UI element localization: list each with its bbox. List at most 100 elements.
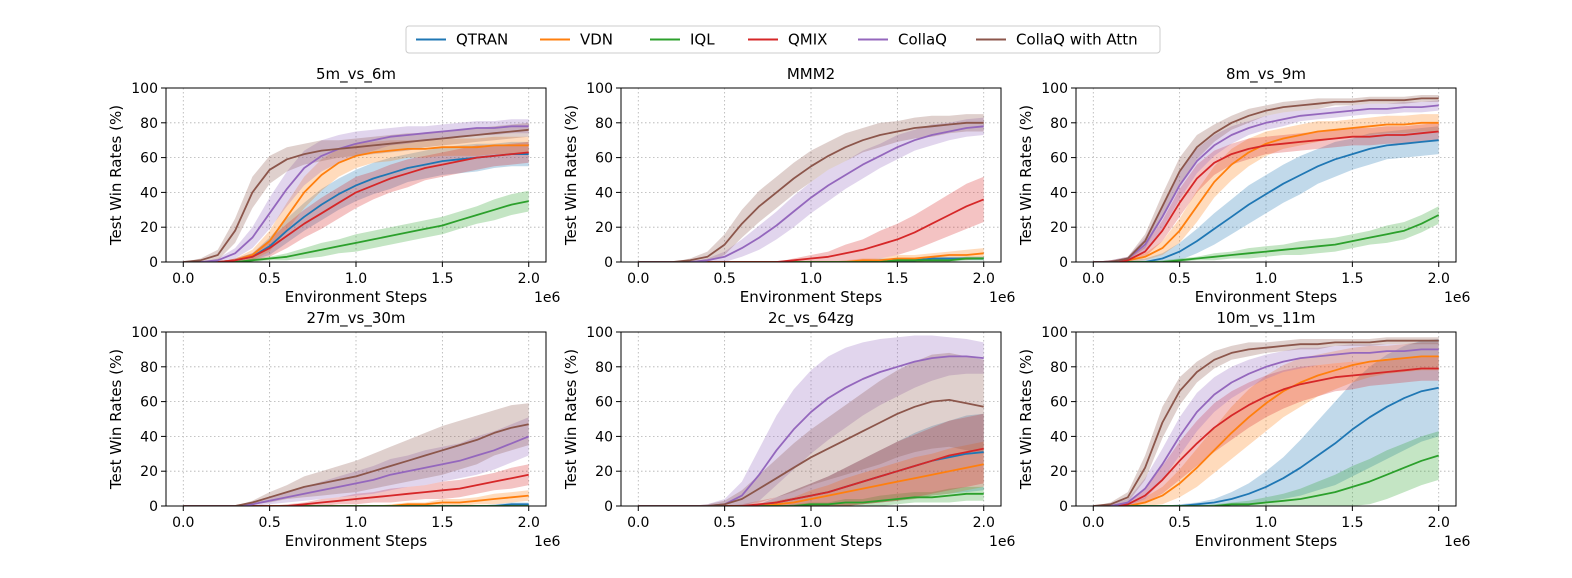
x-tick-label: 1.0 (1255, 515, 1277, 531)
series-band (638, 486, 984, 506)
y-tick-label: 0 (1059, 499, 1068, 515)
plot-area (183, 119, 529, 262)
legend-item: IQL (650, 31, 715, 49)
y-tick-label: 40 (1050, 185, 1068, 201)
panel-title: 8m_vs_9m (1226, 65, 1306, 84)
x-tick-label: 1.5 (886, 271, 908, 287)
x-tick-label: 0.5 (259, 271, 281, 287)
y-tick-label: 20 (140, 220, 158, 236)
subplot: 0.0 0.5 1.0 1.5 2.0 0 20 40 60 80 100 2c_vs_64zg Env… (562, 309, 1016, 550)
series-line (638, 398, 984, 506)
y-tick-label: 60 (595, 151, 613, 167)
panel-title: 27m_vs_30m (306, 309, 405, 328)
series-line (1093, 214, 1440, 262)
series-band (638, 114, 984, 262)
plot-area (638, 114, 985, 262)
series-band (1093, 342, 1439, 506)
y-tick-label: 100 (131, 325, 158, 341)
series-line (183, 151, 529, 262)
series-line (638, 121, 984, 262)
series-line (183, 200, 529, 262)
series-band (638, 176, 984, 262)
series-line (638, 492, 984, 506)
y-tick-label: 40 (595, 429, 613, 445)
series-band (183, 464, 529, 506)
y-tick-label: 20 (595, 220, 613, 236)
x-tick-label: 1.5 (1341, 271, 1363, 287)
x-tick-label: 0.5 (1169, 515, 1191, 531)
x-tick-label: 2.0 (973, 515, 995, 531)
series-band (1093, 114, 1439, 262)
y-axis-label: Test Win Rates (%) (1017, 349, 1035, 490)
series-line (1093, 386, 1439, 506)
series-line (638, 125, 984, 262)
legend-item: CollaQ (858, 31, 947, 49)
y-tick-label: 40 (140, 185, 158, 201)
series-band (1093, 122, 1439, 262)
series-band (638, 413, 984, 506)
x-offset-label: 1e6 (534, 534, 561, 550)
x-tick-label: 0.0 (172, 515, 194, 531)
legend-label: IQL (690, 31, 715, 49)
y-tick-label: 60 (140, 151, 158, 167)
subplot: 0.0 0.5 1.0 1.5 2.0 0 20 40 60 80 100 MMM2 Environme… (562, 65, 1016, 306)
legend-label: CollaQ with Attn (1016, 31, 1138, 49)
series-band (1093, 342, 1439, 506)
legend-item: CollaQ with Attn (976, 31, 1138, 49)
series-band (638, 352, 984, 506)
x-axis-label: Environment Steps (1195, 532, 1338, 550)
subplot: 0.0 0.5 1.0 1.5 2.0 0 20 40 60 80 100 10m_vs_11m Env… (1017, 309, 1471, 550)
y-tick-label: 80 (140, 360, 158, 376)
y-tick-label: 60 (1050, 151, 1068, 167)
series-band (1093, 206, 1439, 262)
series-line (638, 257, 984, 262)
series-line (638, 257, 984, 262)
series-line (1093, 139, 1439, 262)
y-tick-label: 80 (140, 116, 158, 132)
x-tick-label: 1.5 (886, 515, 908, 531)
series-line (183, 494, 529, 506)
y-tick-label: 0 (149, 499, 158, 515)
series-band (638, 117, 984, 262)
x-offset-label: 1e6 (1444, 290, 1471, 306)
y-tick-label: 60 (1050, 395, 1068, 411)
series-line (183, 473, 529, 506)
y-tick-label: 60 (140, 395, 158, 411)
series-line (183, 128, 529, 262)
y-tick-label: 100 (586, 81, 613, 97)
x-tick-label: 1.5 (431, 271, 453, 287)
series-line (1093, 454, 1439, 506)
legend-label: QTRAN (456, 31, 508, 49)
y-tick-label: 20 (1050, 220, 1068, 236)
y-tick-label: 100 (131, 81, 158, 97)
series-line (638, 447, 984, 506)
y-tick-label: 0 (604, 255, 613, 271)
series-band (183, 141, 529, 262)
series-line (1093, 97, 1439, 262)
y-tick-label: 20 (595, 464, 613, 480)
y-tick-label: 80 (1050, 360, 1068, 376)
series-band (183, 403, 529, 506)
x-axis-label: Environment Steps (285, 532, 428, 550)
y-tick-label: 100 (586, 325, 613, 341)
subplot: 0.0 0.5 1.0 1.5 2.0 0 20 40 60 80 100 8m_vs_9m Envir… (1017, 65, 1471, 306)
y-tick-label: 20 (140, 464, 158, 480)
x-offset-label: 1e6 (989, 534, 1016, 550)
plot-area (183, 403, 530, 506)
series-band (183, 190, 529, 262)
series-band (183, 119, 529, 262)
x-tick-label: 2.0 (518, 515, 540, 531)
legend-frame (405, 25, 1161, 54)
x-tick-label: 2.0 (1428, 271, 1450, 287)
legend-item: QTRAN (416, 31, 508, 49)
series-line (638, 463, 984, 506)
y-tick-label: 60 (595, 395, 613, 411)
x-tick-label: 1.0 (800, 515, 822, 531)
series-band (183, 136, 529, 262)
series-band (1093, 339, 1439, 506)
legend-item: VDN (540, 31, 613, 49)
y-tick-label: 80 (595, 360, 613, 376)
y-axis-label: Test Win Rates (%) (107, 349, 125, 490)
y-axis-label: Test Win Rates (%) (562, 349, 580, 490)
